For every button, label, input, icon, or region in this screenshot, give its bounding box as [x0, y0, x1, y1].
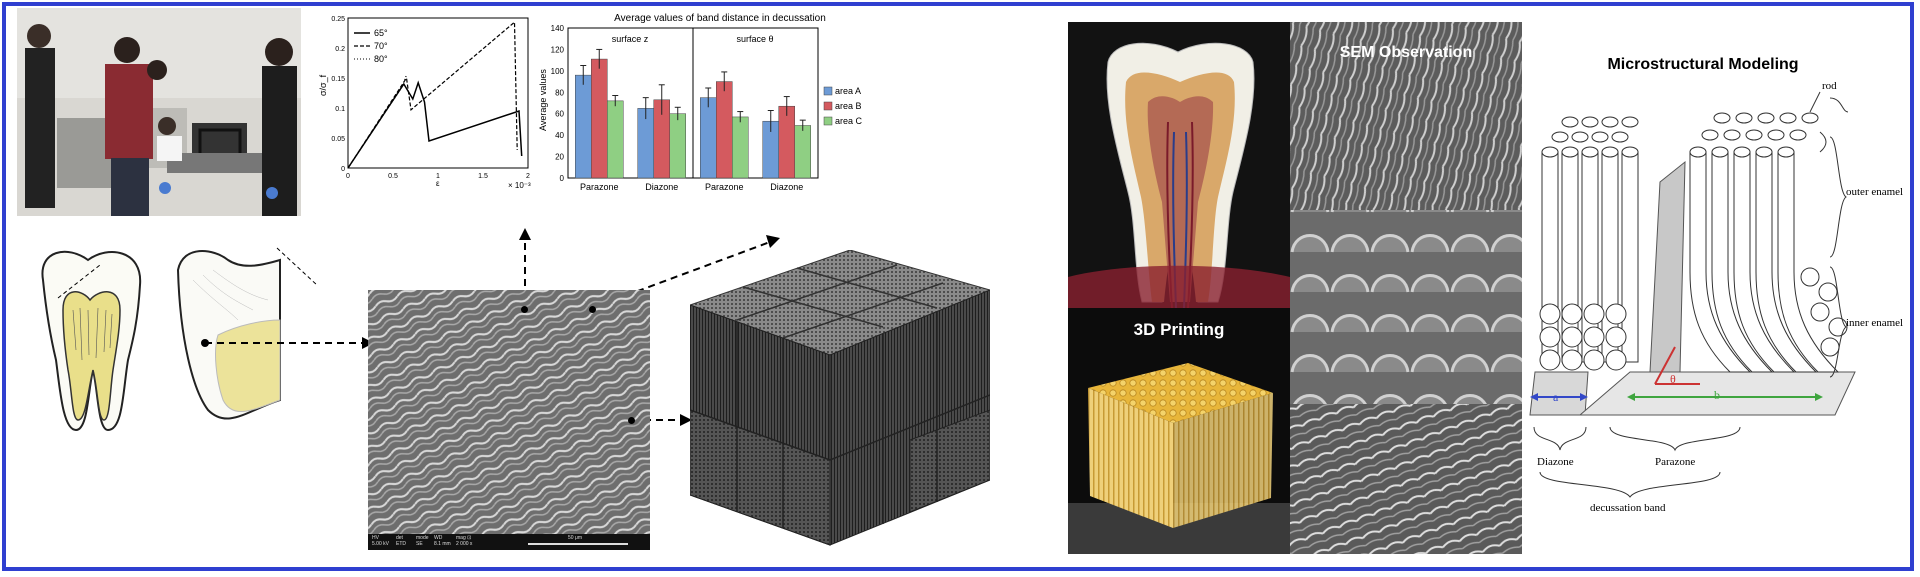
bar-legend-swatch-0: [823, 86, 833, 96]
sem-micrograph: HV 5.00 kV det ETD mode SE WD 8.1 mm mag ⊡ 2 …: [368, 290, 650, 550]
label-outer-enamel: outer enamel: [1846, 186, 1904, 198]
modeling-title: Microstructural Modeling: [1607, 56, 1799, 73]
bar-category-0: Parazone: [580, 182, 619, 192]
stress-ytick-3: 0.15: [331, 76, 345, 83]
label-b: b: [1714, 388, 1720, 402]
bar-legend-label-0: area A: [835, 86, 861, 96]
stress-xtick-1: 0.5: [388, 173, 398, 180]
stress-legend-70: 70°: [374, 41, 388, 51]
stress-ytick-5: 0.25: [331, 16, 345, 23]
sem-det: det ETD: [396, 535, 406, 547]
sem-mag: mag ⊡ 2 000 x: [456, 535, 473, 547]
sem-dot-top: [521, 306, 528, 313]
label-parazone: Parazone: [1655, 456, 1696, 468]
bar-ytick-3: 60: [555, 110, 564, 119]
bar-ytick-1: 20: [555, 153, 564, 162]
bar-category-2: Parazone: [705, 182, 744, 192]
label-decussation-band: decussation band: [1590, 502, 1666, 514]
bar-legend-label-2: area C: [835, 116, 863, 126]
stress-series-1: [347, 20, 518, 169]
bar-title: Average values of band distance in decus…: [614, 13, 826, 24]
bar-ytick-6: 120: [551, 45, 565, 54]
sem-hv: HV 5.00 kV: [372, 535, 389, 547]
label-diazone: Diazone: [1537, 456, 1574, 468]
stress-ytick-2: 0.1: [335, 106, 345, 113]
stress-xtick-0: 0: [346, 173, 350, 180]
sem-dot-right: [589, 306, 596, 313]
sem-scale-label: 50 μm: [568, 535, 582, 541]
label-inner-enamel: inner enamel: [1846, 317, 1904, 329]
lab-photo: [17, 8, 301, 216]
bar-ytick-5: 100: [551, 67, 565, 76]
bar-legend-swatch-1: [823, 101, 833, 111]
tooth-sketch-full: [41, 250, 142, 432]
cube-model: [690, 250, 990, 546]
sem-scale-bar: [528, 543, 628, 545]
stress-xlabel: ε: [436, 179, 440, 188]
band-distance-chart: Average values of band distance in decus…: [538, 13, 863, 192]
stress-x-multiplier: × 10⁻³: [508, 181, 531, 190]
label-a: a: [1553, 390, 1559, 404]
bar-category-1: Diazone: [645, 182, 678, 192]
printing-photo: 3D Printing: [1068, 308, 1290, 554]
stress-xtick-4: 2: [526, 173, 530, 180]
stress-ytick-1: 0.05: [331, 136, 345, 143]
label-rod: rod: [1822, 80, 1837, 92]
bar-panel-theta: surface θ: [736, 34, 773, 44]
stress-series-2: [347, 74, 408, 169]
bar-ytick-7: 140: [551, 24, 565, 33]
sem-databar: HV 5.00 kV det ETD mode SE WD 8.1 mm mag ⊡ 2 …: [368, 534, 650, 550]
bar-legend-swatch-2: [823, 116, 833, 126]
sem-wd: WD 8.1 mm: [434, 535, 451, 547]
stress-plot-area: [347, 17, 529, 169]
stress-ytick-0: 0: [341, 166, 345, 173]
bar-legend-label-1: area B: [835, 101, 862, 111]
stress-xtick-2: 1: [436, 173, 440, 180]
bar-ytick-2: 40: [555, 131, 564, 140]
sem-dot-mid: [628, 417, 635, 424]
stress-legend-65: 65°: [374, 28, 388, 38]
bar-panel-z: surface z: [612, 34, 649, 44]
bar-ylabel: Average values: [538, 69, 548, 131]
sem-mode: mode SE: [416, 535, 429, 547]
label-theta: θ: [1670, 372, 1676, 386]
stress-ylabel: σ/σ_f: [318, 74, 328, 96]
stress-xtick-3: 1.5: [478, 173, 488, 180]
stress-strain-chart: 0 0.05 0.1 0.15 0.2 0.25 0 0.5 1 1.5 2 σ/σ_f ε × …: [318, 16, 531, 190]
stress-legend: 65° 70° 80°: [354, 28, 388, 64]
stress-series-0: [347, 80, 523, 169]
printing-title: 3D Printing: [1133, 320, 1225, 339]
stress-ytick-4: 0.2: [335, 46, 345, 53]
stress-legend-80: 80°: [374, 54, 388, 64]
sem-observation-column: SEM Observation: [1290, 22, 1522, 554]
bar-ytick-0: 0: [560, 174, 565, 183]
sem-title: SEM Observation: [1339, 44, 1473, 61]
tooth-cross-section: [1068, 22, 1290, 308]
bar-ytick-4: 80: [555, 88, 564, 97]
bar-category-3: Diazone: [770, 182, 803, 192]
rod-model: [1529, 91, 1856, 498]
